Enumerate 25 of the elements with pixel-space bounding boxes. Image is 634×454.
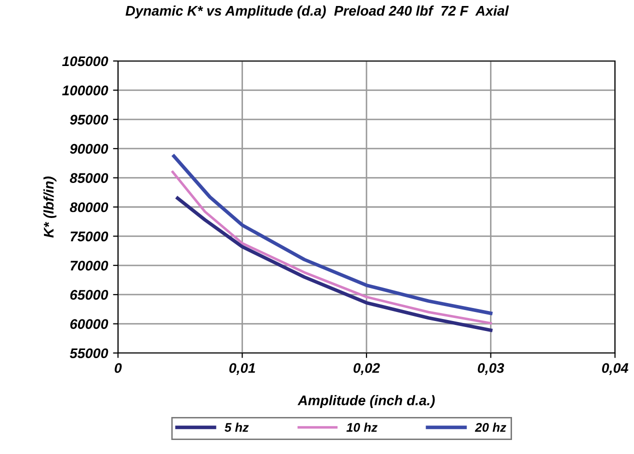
line-series <box>176 196 492 332</box>
legend-label: 5 hz <box>224 422 249 432</box>
legend-label: 10 hz <box>346 422 378 432</box>
x-tick-label: 0,02 <box>354 363 380 375</box>
x-tick-label: 0,04 <box>602 363 628 375</box>
x-tick-label: 0,01 <box>229 363 256 375</box>
x-tick-label: 0,03 <box>478 363 504 375</box>
chart-title: Dynamic K* vs Amplitude (d.a) Preload 240 lbf 72 F Axial <box>126 6 509 18</box>
y-tick-label: 105000 <box>62 56 108 66</box>
y-tick-label: 70000 <box>70 260 108 271</box>
y-axis-title: K* (lbf/in) <box>43 176 56 238</box>
x-tick-label: 0 <box>114 363 122 373</box>
y-tick-label: 65000 <box>70 290 108 300</box>
x-axis-title: Amplitude (inch d.a.) <box>298 395 435 408</box>
line-series <box>171 170 492 324</box>
y-tick-label: 75000 <box>70 232 108 242</box>
y-tick-label: 80000 <box>70 202 108 212</box>
y-tick-label: 95000 <box>70 114 108 125</box>
y-tick-label: 85000 <box>70 173 108 183</box>
y-tick-label: 55000 <box>70 348 108 358</box>
line-series <box>172 154 492 316</box>
y-tick-label: 90000 <box>70 144 108 154</box>
legend-label: 20 hz <box>474 422 506 432</box>
y-tick-label: 60000 <box>70 319 108 329</box>
y-tick-label: 100000 <box>62 86 108 96</box>
